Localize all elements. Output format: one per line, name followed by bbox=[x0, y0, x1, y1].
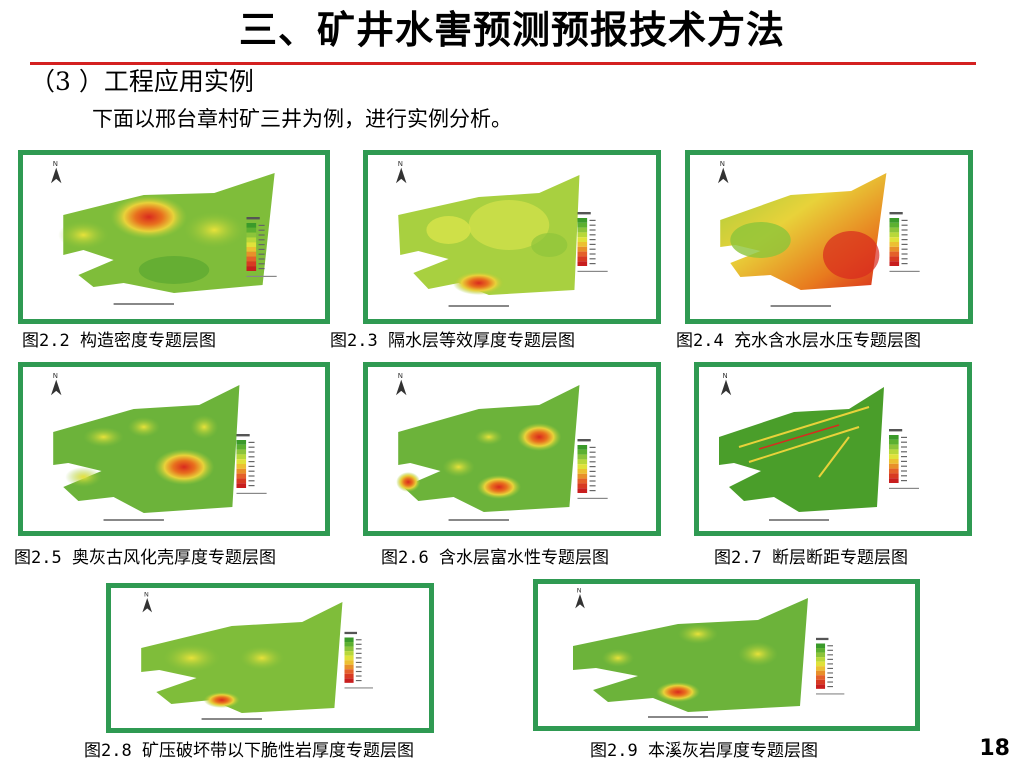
contour-map bbox=[718, 159, 920, 307]
contour-map bbox=[573, 586, 845, 718]
north-arrow-icon bbox=[395, 371, 407, 396]
slide-title: 三、矿井水害预测预报技术方法 bbox=[238, 8, 785, 52]
north-arrow-icon bbox=[575, 586, 585, 609]
map-panel-fault-throw bbox=[694, 362, 972, 536]
figure-caption: 图2.6 含水层富水性专题层图 bbox=[381, 548, 609, 568]
contour-map bbox=[50, 371, 267, 521]
section-subheading: （3 ）工程应用实例 bbox=[30, 67, 254, 96]
figure-caption: 图2.9 本溪灰岩厚度专题层图 bbox=[590, 741, 818, 761]
map-panel-benxi-limestone-thickness bbox=[533, 579, 920, 731]
north-arrow-icon bbox=[142, 590, 153, 613]
north-arrow-icon bbox=[395, 159, 407, 184]
figure-caption: 图2.2 构造密度专题层图 bbox=[22, 331, 216, 351]
map-panel-brittle-rock-thickness bbox=[106, 583, 434, 733]
contour-map bbox=[395, 159, 608, 307]
map-panel-aquiclude-thickness bbox=[363, 150, 661, 324]
title-underline bbox=[30, 62, 976, 65]
figure-caption: 图2.4 充水含水层水压专题层图 bbox=[676, 331, 921, 351]
north-arrow-icon bbox=[50, 371, 62, 396]
north-arrow-icon bbox=[50, 159, 62, 184]
map-panel-structure-density bbox=[18, 150, 330, 324]
map-panel-ordovician-weathering-crust bbox=[18, 362, 330, 536]
map-panel-aquifer-pressure bbox=[685, 150, 973, 324]
figure-caption: 图2.3 隔水层等效厚度专题层图 bbox=[330, 331, 575, 351]
intro-text: 下面以邢台章村矿三井为例，进行实例分析。 bbox=[92, 107, 512, 131]
contour-map bbox=[141, 590, 373, 720]
contour-map bbox=[719, 371, 919, 521]
figure-caption: 图2.5 奥灰古风化壳厚度专题层图 bbox=[14, 548, 276, 568]
contour-map bbox=[395, 371, 608, 521]
contour-map bbox=[50, 159, 277, 305]
page-number: 18 bbox=[979, 736, 1010, 761]
north-arrow-icon bbox=[718, 159, 729, 184]
figure-caption: 图2.8 矿压破坏带以下脆性岩厚度专题层图 bbox=[84, 741, 414, 761]
figure-caption: 图2.7 断层断距专题层图 bbox=[714, 548, 908, 568]
map-panel-aquifer-water-richness bbox=[363, 362, 661, 536]
north-arrow-icon bbox=[720, 371, 732, 396]
